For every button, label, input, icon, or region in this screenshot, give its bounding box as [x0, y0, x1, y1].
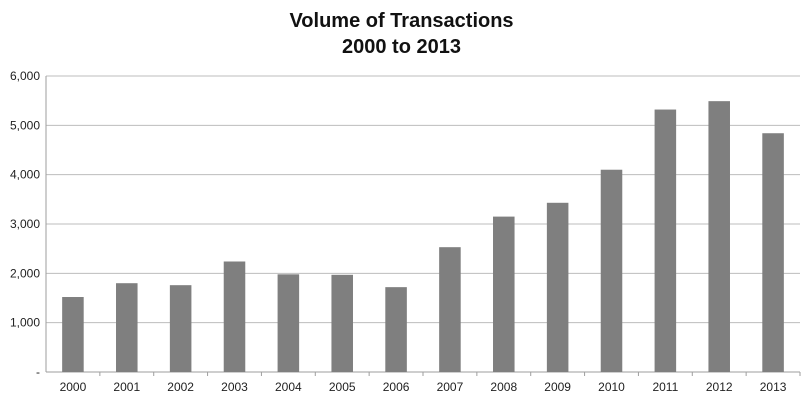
bar-2010	[600, 169, 623, 372]
bar-2006	[385, 287, 407, 372]
y-tick-label: 4,000	[10, 168, 40, 182]
x-tick-label: 2004	[275, 380, 302, 394]
bar-2001	[116, 283, 138, 372]
x-tick-label: 2010	[598, 380, 625, 394]
bar-2000	[62, 297, 84, 372]
y-tick-label: 6,000	[10, 69, 40, 83]
y-tick-label: -	[36, 365, 40, 379]
bar-2009	[546, 202, 569, 372]
y-tick-label: 3,000	[10, 217, 40, 231]
bar-2013	[762, 133, 784, 372]
bar-2003	[223, 261, 246, 372]
bar-2004	[277, 274, 300, 372]
y-tick-label: 5,000	[10, 118, 40, 132]
x-tick-label: 2009	[544, 380, 571, 394]
x-tick-label: 2008	[490, 380, 517, 394]
x-tick-label: 2005	[329, 380, 356, 394]
chart-subtitle: 2000 to 2013	[342, 36, 461, 58]
chart-title: Volume of Transactions	[289, 10, 514, 32]
y-tick-label: 2,000	[10, 266, 40, 280]
x-tick-label: 2001	[113, 380, 140, 394]
bar-2005	[331, 274, 353, 372]
x-tick-label: 2012	[706, 380, 733, 394]
bar-2008	[493, 216, 515, 372]
x-tick-label: 2003	[221, 380, 248, 394]
bar-2012	[708, 101, 730, 372]
bar-2011	[654, 109, 677, 373]
x-tick-label: 2013	[760, 380, 787, 394]
x-tick-label: 2006	[383, 380, 410, 394]
x-tick-label: 2011	[652, 380, 678, 394]
x-tick-label: 2007	[437, 380, 464, 394]
y-tick-label: 1,000	[10, 316, 40, 330]
bar-2002	[169, 285, 192, 372]
bar-2007	[439, 247, 461, 372]
x-tick-label: 2002	[167, 380, 194, 394]
x-tick-label: 2000	[60, 380, 87, 394]
